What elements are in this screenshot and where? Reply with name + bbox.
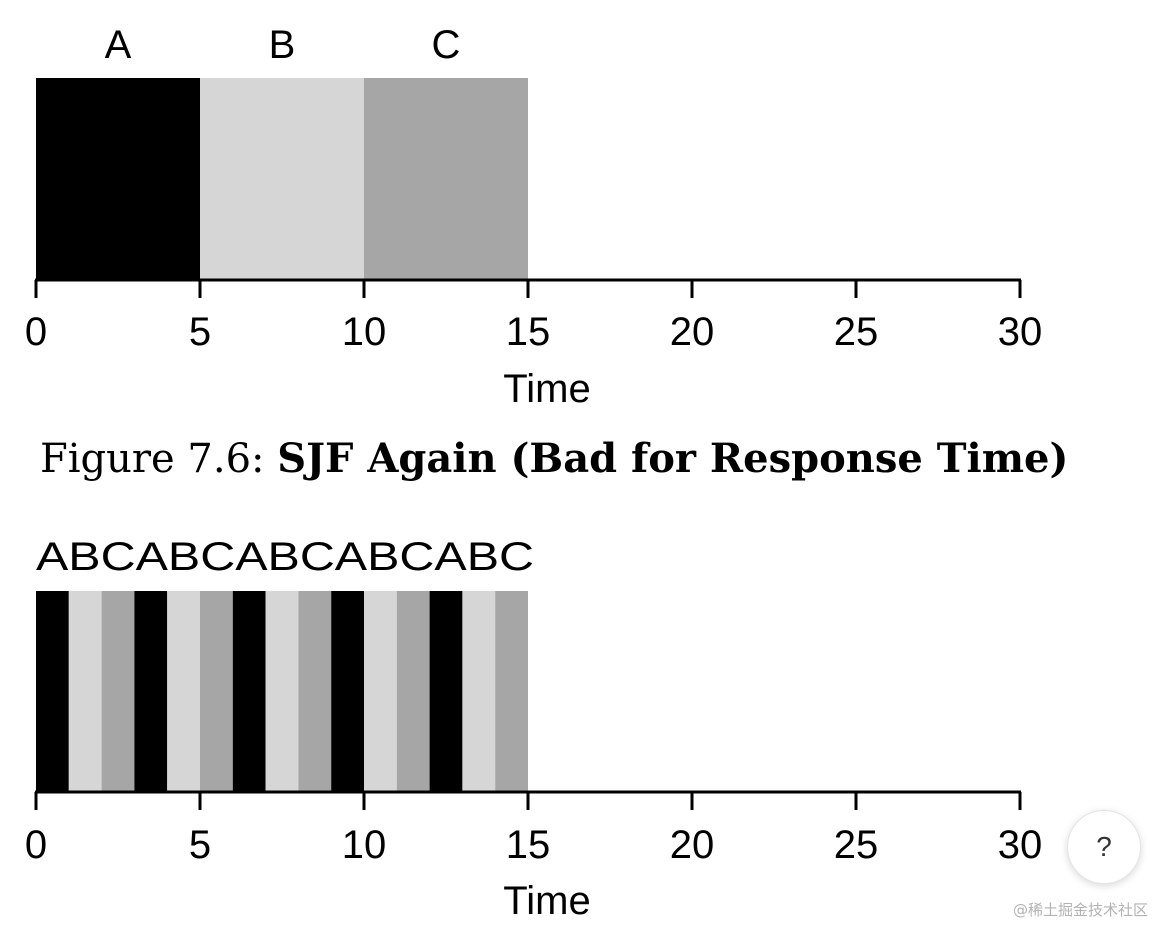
bar-segment-b: [167, 591, 200, 792]
bar-segment-b: [265, 591, 299, 792]
x-tick-label: 10: [342, 823, 387, 867]
x-tick-label: 30: [998, 823, 1043, 867]
x-tick-label: 15: [506, 823, 551, 867]
help-button[interactable]: ?: [1067, 810, 1141, 884]
bar-segment-b: [364, 591, 397, 792]
bar-segment-c: [364, 78, 528, 280]
x-tick-label: 20: [670, 823, 715, 867]
bar-segment-b: [200, 78, 364, 280]
x-tick-label: 10: [342, 310, 387, 354]
bar-segment-a: [36, 591, 69, 792]
bar-segment-a: [331, 591, 364, 792]
bar-segment-a: [134, 591, 168, 792]
x-tick-label: 15: [506, 310, 551, 354]
job-label-b: B: [269, 23, 296, 67]
x-axis-label: Time: [503, 879, 590, 923]
sequence-label: ABCABCABCABCABC: [36, 535, 534, 579]
x-tick-label: 25: [834, 823, 879, 867]
bar-segment-a: [232, 591, 266, 792]
x-tick-label: 5: [189, 823, 211, 867]
bar-segment-c: [298, 591, 332, 792]
bar-segment-b: [68, 591, 102, 792]
x-tick-label: 0: [25, 310, 47, 354]
watermark: @稀土掘金技术社区: [1012, 901, 1148, 919]
x-tick-label: 20: [670, 310, 715, 354]
bar-segment-a: [36, 78, 200, 280]
bar-segment-c: [200, 591, 233, 792]
chart-sjf: A B C 0 5 10 15 20 25 30 Time: [25, 23, 1042, 411]
x-tick-label: 30: [998, 310, 1043, 354]
x-axis-label: Time: [503, 367, 590, 411]
bar-segment-b: [462, 591, 496, 792]
chart-round-robin: ABCABCABCABCABC 0 5 10 15 20 25 30 Time: [25, 535, 1042, 923]
figure-caption: Figure 7.6: SJF Again (Bad for Response …: [40, 435, 1068, 482]
caption-prefix: Figure 7.6:: [40, 436, 277, 482]
bar-segment-c: [495, 591, 528, 792]
x-tick-label: 5: [189, 310, 211, 354]
bar-segment-c: [396, 591, 430, 792]
job-label-a: A: [105, 23, 132, 67]
job-label-c: C: [432, 23, 461, 67]
bar-segment-a: [429, 591, 463, 792]
bar-segment-c: [101, 591, 135, 792]
x-tick-label: 25: [834, 310, 879, 354]
x-tick-label: 0: [25, 823, 47, 867]
caption-title: SJF Again (Bad for Response Time): [277, 435, 1068, 482]
